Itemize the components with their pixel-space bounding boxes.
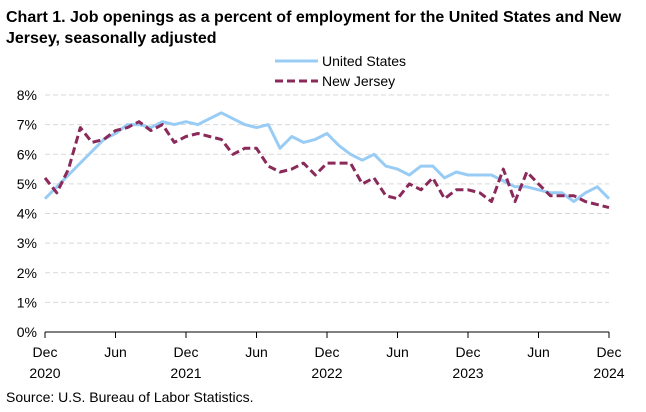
x-tick-label-month: Jun (104, 344, 127, 360)
y-tick-label: 4% (17, 206, 37, 222)
y-tick-label: 3% (17, 235, 37, 251)
x-tick-label-year: 2023 (452, 365, 483, 381)
x-tick-label-month: Jun (527, 344, 550, 360)
legend-label: New Jersey (322, 73, 395, 89)
series-line-new-jersey (43, 120, 610, 210)
y-tick-label: 0% (17, 324, 37, 340)
series-line-united-states (43, 111, 611, 204)
y-tick-label: 1% (17, 294, 37, 310)
x-tick-label-month: Dec (33, 344, 58, 360)
x-axis: Dec 2020 Jun Dec 2021 Jun Dec 2022 Jun Dec 2023 Jun… (29, 331, 625, 381)
y-tick-label: 8% (17, 87, 37, 103)
y-axis: 0% 1% 2% 3% 4% 5% 6% 7% 8% (17, 87, 37, 340)
x-tick-label-month: Dec (456, 344, 481, 360)
x-tick-label-year: 2024 (593, 365, 624, 381)
x-tick-label-year: 2021 (170, 365, 201, 381)
source-note: Source: U.S. Bureau of Labor Statistics. (6, 389, 254, 405)
x-tick-label-year: 2022 (311, 365, 342, 381)
y-tick-label: 7% (17, 117, 37, 133)
y-tick-label: 5% (17, 176, 37, 192)
x-tick-label-month: Dec (315, 344, 340, 360)
y-tick-label: 6% (17, 146, 37, 162)
x-tick-label-year: 2020 (29, 365, 60, 381)
x-tick-label-month: Dec (174, 344, 199, 360)
legend: United States New Jersey (275, 53, 406, 89)
legend-label: United States (322, 53, 406, 69)
series-lines (43, 111, 611, 210)
chart-title: Chart 1. Job openings as a percent of em… (6, 9, 622, 47)
y-tick-label: 2% (17, 265, 37, 281)
x-tick-label-month: Dec (597, 344, 622, 360)
gridlines (45, 94, 609, 303)
x-tick-label-month: Jun (386, 344, 409, 360)
x-tick-label-month: Jun (245, 344, 268, 360)
